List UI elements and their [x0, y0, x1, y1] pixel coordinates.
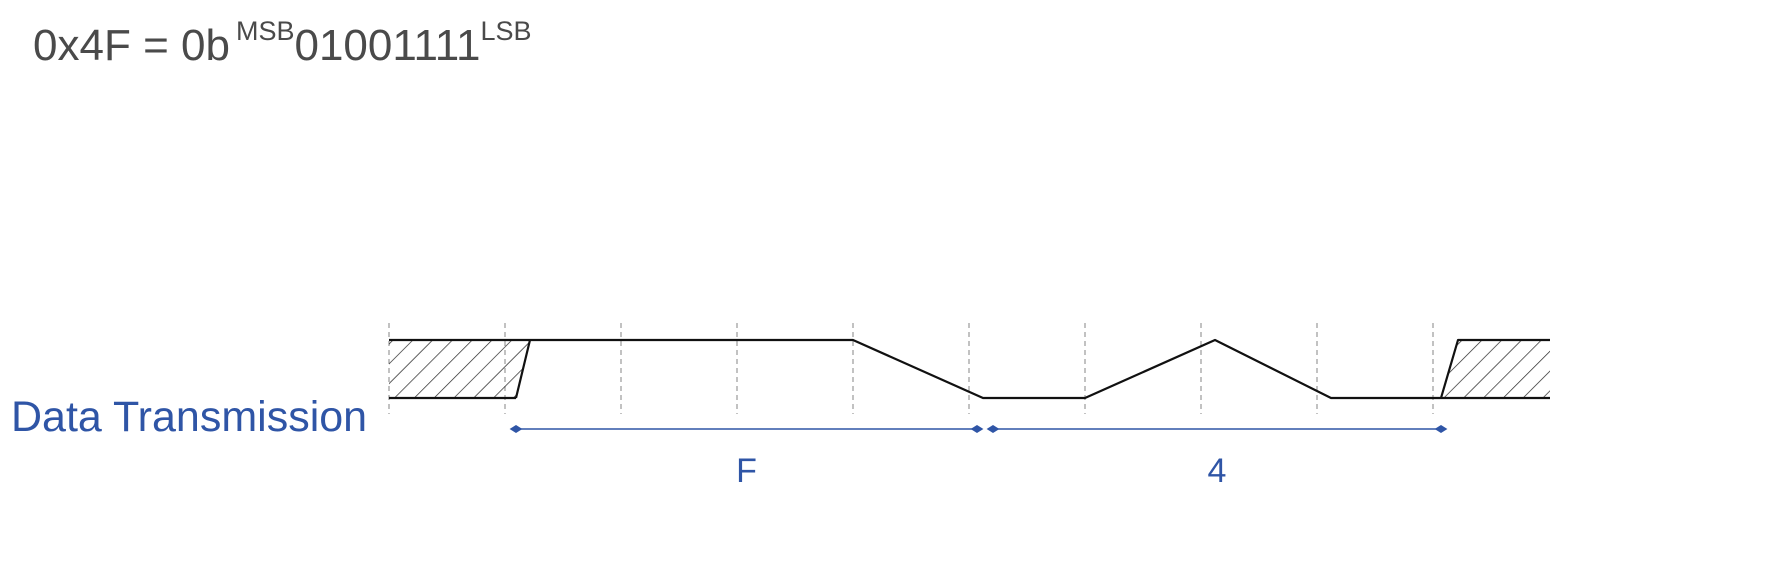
idle-region-start	[389, 340, 530, 398]
idle-region-end	[1441, 340, 1550, 398]
span-label: 4	[1208, 452, 1227, 490]
bit-boundary-gridlines	[389, 323, 1433, 414]
span-label: F	[736, 452, 757, 490]
